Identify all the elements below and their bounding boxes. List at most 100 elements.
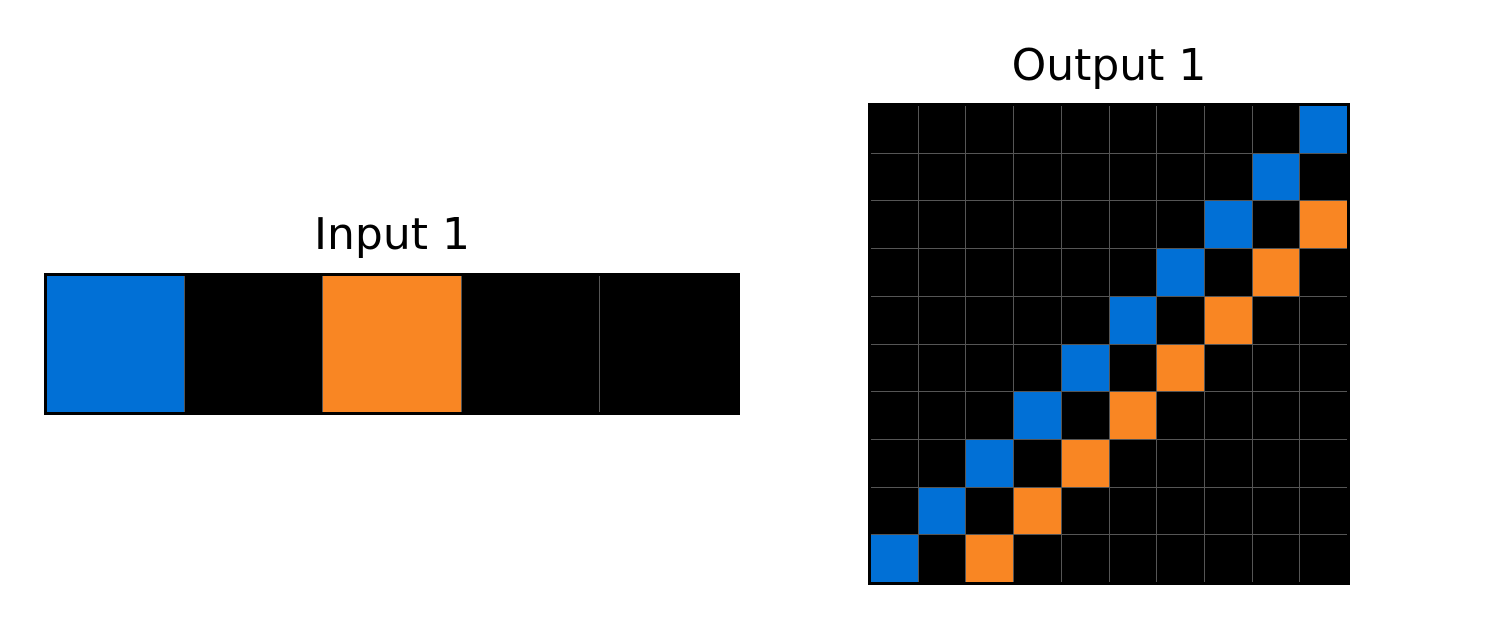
- output-cell-r3-c8: [1252, 249, 1300, 296]
- output-cell-r9-c8: [1252, 535, 1300, 582]
- output-cell-r5-c0: [871, 344, 918, 392]
- output-cell-r0-c0: [871, 106, 918, 153]
- output-cell-r6-c1: [918, 392, 966, 439]
- output-cell-r6-c4: [1061, 392, 1109, 439]
- output-title: Output 1: [1011, 40, 1207, 91]
- output-cell-r9-c4: [1061, 535, 1109, 582]
- output-cell-r9-c0: [871, 535, 918, 582]
- output-cell-r8-c4: [1061, 487, 1109, 535]
- output-cell-r7-c0: [871, 439, 918, 487]
- output-cell-r4-c5: [1109, 296, 1157, 344]
- output-cell-r0-c7: [1204, 106, 1252, 153]
- output-cell-r4-c7: [1204, 296, 1252, 344]
- output-cell-r0-c2: [966, 106, 1014, 153]
- output-cell-r9-c1: [918, 535, 966, 582]
- output-cell-r4-c4: [1061, 296, 1109, 344]
- output-cell-r5-c6: [1157, 344, 1204, 392]
- output-cell-r5-c4: [1061, 344, 1109, 392]
- output-cell-r5-c8: [1252, 344, 1300, 392]
- output-cell-r7-c2: [966, 439, 1014, 487]
- output-cell-r0-c6: [1157, 106, 1204, 153]
- output-cell-r6-c8: [1252, 392, 1300, 439]
- output-cell-r5-c2: [966, 344, 1014, 392]
- output-cell-r1-c8: [1252, 153, 1300, 201]
- output-cell-r8-c9: [1300, 487, 1347, 535]
- output-cell-r6-c0: [871, 392, 918, 439]
- output-cell-r7-c5: [1109, 439, 1157, 487]
- output-cell-r7-c9: [1300, 439, 1347, 487]
- output-cell-r7-c8: [1252, 439, 1300, 487]
- output-cell-r8-c8: [1252, 487, 1300, 535]
- output-cell-r8-c7: [1204, 487, 1252, 535]
- output-cell-r1-c3: [1014, 153, 1061, 201]
- output-cell-r3-c5: [1109, 249, 1157, 296]
- output-cell-r9-c3: [1014, 535, 1061, 582]
- output-cell-r2-c6: [1157, 201, 1204, 249]
- output-cell-r4-c8: [1252, 296, 1300, 344]
- output-cell-r4-c6: [1157, 296, 1204, 344]
- output-cell-r2-c3: [1014, 201, 1061, 249]
- output-cell-r0-c8: [1252, 106, 1300, 153]
- output-cell-r5-c9: [1300, 344, 1347, 392]
- output-cell-r1-c7: [1204, 153, 1252, 201]
- output-cell-r4-c1: [918, 296, 966, 344]
- output-cell-r1-c9: [1300, 153, 1347, 201]
- output-cell-r8-c0: [871, 487, 918, 535]
- output-cell-r3-c0: [871, 249, 918, 296]
- output-cell-r1-c5: [1109, 153, 1157, 201]
- output-cell-r5-c7: [1204, 344, 1252, 392]
- output-cell-r4-c9: [1300, 296, 1347, 344]
- output-cell-r8-c2: [966, 487, 1014, 535]
- output-cell-r4-c3: [1014, 296, 1061, 344]
- output-cell-r7-c3: [1014, 439, 1061, 487]
- output-cell-r6-c6: [1157, 392, 1204, 439]
- output-grid: [868, 103, 1350, 585]
- output-cell-r4-c2: [966, 296, 1014, 344]
- output-cell-r0-c3: [1014, 106, 1061, 153]
- output-cell-r3-c2: [966, 249, 1014, 296]
- output-cell-r0-c4: [1061, 106, 1109, 153]
- output-cell-r7-c4: [1061, 439, 1109, 487]
- output-cell-r8-c5: [1109, 487, 1157, 535]
- output-cell-r8-c1: [918, 487, 966, 535]
- input-title: Input 1: [314, 209, 470, 260]
- output-cell-r6-c7: [1204, 392, 1252, 439]
- output-cell-r9-c7: [1204, 535, 1252, 582]
- output-cell-r4-c0: [871, 296, 918, 344]
- output-cell-r1-c4: [1061, 153, 1109, 201]
- output-cell-r2-c5: [1109, 201, 1157, 249]
- output-cell-r6-c5: [1109, 392, 1157, 439]
- output-cell-r1-c2: [966, 153, 1014, 201]
- output-cell-r1-c6: [1157, 153, 1204, 201]
- input-cell-r0-c3: [461, 276, 599, 412]
- output-cell-r6-c3: [1014, 392, 1061, 439]
- output-cell-r3-c3: [1014, 249, 1061, 296]
- output-cell-r2-c7: [1204, 201, 1252, 249]
- output-cell-r2-c0: [871, 201, 918, 249]
- input-cell-r0-c1: [185, 276, 323, 412]
- output-cell-r0-c5: [1109, 106, 1157, 153]
- output-cell-r8-c6: [1157, 487, 1204, 535]
- output-cell-r6-c9: [1300, 392, 1347, 439]
- output-cell-r2-c4: [1061, 201, 1109, 249]
- input-grid: [44, 273, 740, 415]
- output-cell-r0-c1: [918, 106, 966, 153]
- output-cell-r3-c1: [918, 249, 966, 296]
- input-cell-r0-c2: [323, 276, 461, 412]
- output-cell-r3-c7: [1204, 249, 1252, 296]
- input-cell-r0-c4: [599, 276, 737, 412]
- output-cell-r6-c2: [966, 392, 1014, 439]
- output-cell-r7-c1: [918, 439, 966, 487]
- output-cell-r7-c6: [1157, 439, 1204, 487]
- output-cell-r2-c9: [1300, 201, 1347, 249]
- output-cell-r5-c3: [1014, 344, 1061, 392]
- output-cell-r9-c5: [1109, 535, 1157, 582]
- output-cell-r5-c5: [1109, 344, 1157, 392]
- output-cell-r3-c6: [1157, 249, 1204, 296]
- output-cell-r9-c6: [1157, 535, 1204, 582]
- output-cell-r2-c2: [966, 201, 1014, 249]
- output-cell-r0-c9: [1300, 106, 1347, 153]
- output-cell-r3-c4: [1061, 249, 1109, 296]
- output-cell-r2-c1: [918, 201, 966, 249]
- output-cell-r5-c1: [918, 344, 966, 392]
